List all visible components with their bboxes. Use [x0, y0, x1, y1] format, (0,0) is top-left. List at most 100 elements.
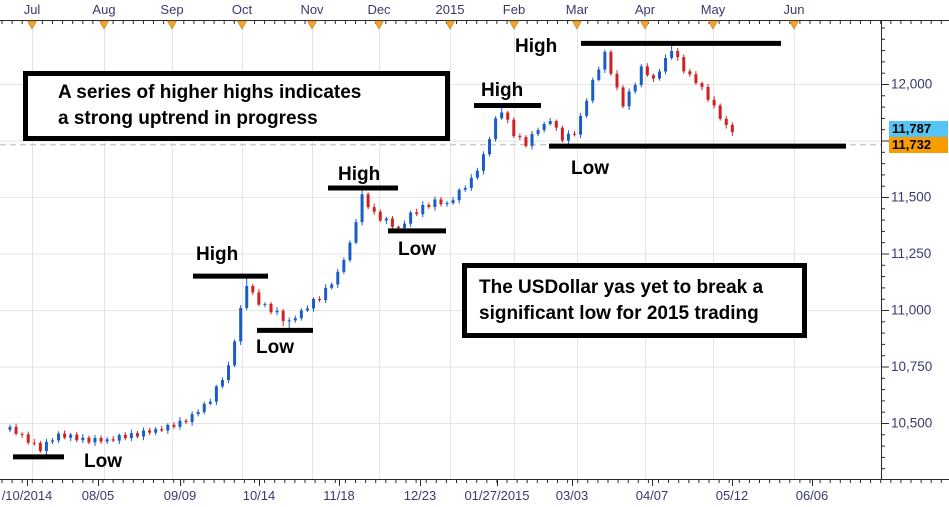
- candle-body: [257, 292, 261, 305]
- candle-body: [208, 401, 212, 404]
- candle-body: [554, 121, 558, 128]
- candle-body: [421, 204, 425, 215]
- price-label: 11,500: [891, 190, 931, 205]
- candle-body: [724, 118, 728, 125]
- month-label: Nov: [300, 2, 324, 17]
- price-label: 10,750: [891, 359, 932, 374]
- candle-body: [694, 74, 698, 84]
- callout-higher-highs-line2: a strong uptrend in progress: [58, 108, 318, 129]
- month-marker-triangle-icon: [236, 20, 248, 30]
- candle-body: [609, 51, 613, 74]
- date-label: /10/2014: [2, 488, 53, 503]
- candle-body: [688, 71, 692, 75]
- price-label: 11,000: [891, 303, 931, 318]
- month-label: Mar: [566, 2, 589, 17]
- candle-body: [542, 124, 546, 131]
- candle-body: [366, 194, 370, 208]
- candle-body: [154, 429, 158, 433]
- candle-body: [573, 133, 577, 135]
- candle-body: [287, 320, 291, 322]
- callout-2015-low-line1: The USDollar yas yet to break a: [479, 276, 764, 298]
- price-label: 11,250: [891, 246, 931, 261]
- candle-body: [427, 204, 431, 207]
- month-marker-triangle-icon: [444, 20, 456, 30]
- candle-body: [32, 442, 36, 444]
- candle-body: [69, 434, 73, 438]
- candle-body: [560, 127, 564, 141]
- candle-body: [117, 434, 121, 441]
- swing-low-label: Low: [398, 239, 436, 260]
- candle-body: [269, 303, 273, 313]
- candle-body: [512, 119, 516, 136]
- candle-body: [706, 86, 710, 100]
- swing-high-label: High: [196, 244, 238, 265]
- candle-body: [281, 310, 285, 322]
- month-label: Jun: [784, 2, 805, 17]
- month-label: May: [701, 2, 726, 17]
- candle-body: [275, 310, 279, 313]
- month-marker-triangle-icon: [306, 20, 318, 30]
- candle-body: [99, 437, 103, 442]
- date-label: 05/12: [716, 488, 749, 503]
- month-label: Oct: [232, 2, 253, 17]
- candle-body: [93, 437, 97, 443]
- candle-body: [730, 124, 734, 133]
- axes: [0, 20, 949, 486]
- month-marker-triangle-icon: [788, 20, 800, 30]
- candle-body: [639, 66, 643, 85]
- candle-body: [469, 177, 473, 188]
- candle-body: [390, 218, 394, 227]
- candle-body: [475, 170, 479, 178]
- month-marker-triangle-icon: [26, 20, 38, 30]
- candle-body: [718, 105, 722, 119]
- candle-body: [403, 223, 407, 228]
- candle-body: [105, 439, 109, 442]
- candle-body: [676, 51, 680, 58]
- candle-body: [245, 286, 249, 308]
- candle-body: [354, 222, 358, 243]
- candle-body: [14, 426, 18, 434]
- month-marker-triangle-icon: [707, 20, 719, 30]
- candle-body: [548, 121, 552, 125]
- candle-body: [318, 298, 322, 301]
- candle-body: [20, 433, 24, 435]
- candle-body: [342, 260, 346, 272]
- month-marker-triangle-icon: [508, 20, 520, 30]
- candle-body: [196, 411, 200, 415]
- candle-body: [214, 386, 218, 402]
- candle-body: [384, 218, 388, 221]
- swing-high-label: High: [515, 36, 557, 57]
- candle-body: [293, 318, 297, 321]
- candle-body: [645, 66, 649, 76]
- callout-2015-low: The USDollar yas yet to break a signific…: [462, 263, 807, 338]
- price-label: 12,000: [891, 77, 932, 92]
- date-label: 12/23: [404, 488, 437, 503]
- candle-body: [129, 433, 133, 439]
- candle-body: [8, 426, 12, 430]
- month-label: Sep: [160, 2, 183, 17]
- date-label: 10/14: [243, 488, 276, 503]
- candle-body: [227, 365, 231, 381]
- candle-body: [360, 194, 364, 223]
- candle-body: [621, 87, 625, 107]
- swing-low-label: Low: [84, 451, 122, 472]
- candle-body: [63, 433, 67, 438]
- candle-body: [433, 199, 437, 207]
- candle-body: [566, 133, 570, 141]
- candle-body: [81, 437, 85, 441]
- candle-body: [135, 433, 139, 437]
- candle-body: [263, 303, 267, 305]
- candle-body: [579, 115, 583, 135]
- candle-body: [712, 99, 716, 106]
- candle-body: [202, 403, 206, 412]
- candle-body: [312, 298, 315, 309]
- candle-body: [500, 112, 504, 119]
- candle-body: [44, 441, 48, 452]
- date-label: 03/03: [556, 488, 589, 503]
- date-label: 04/07: [636, 488, 669, 503]
- month-label: Dec: [367, 2, 391, 17]
- price-tag-bid: 11,787: [889, 120, 948, 137]
- candle-body: [75, 434, 79, 441]
- candle-body: [305, 308, 309, 311]
